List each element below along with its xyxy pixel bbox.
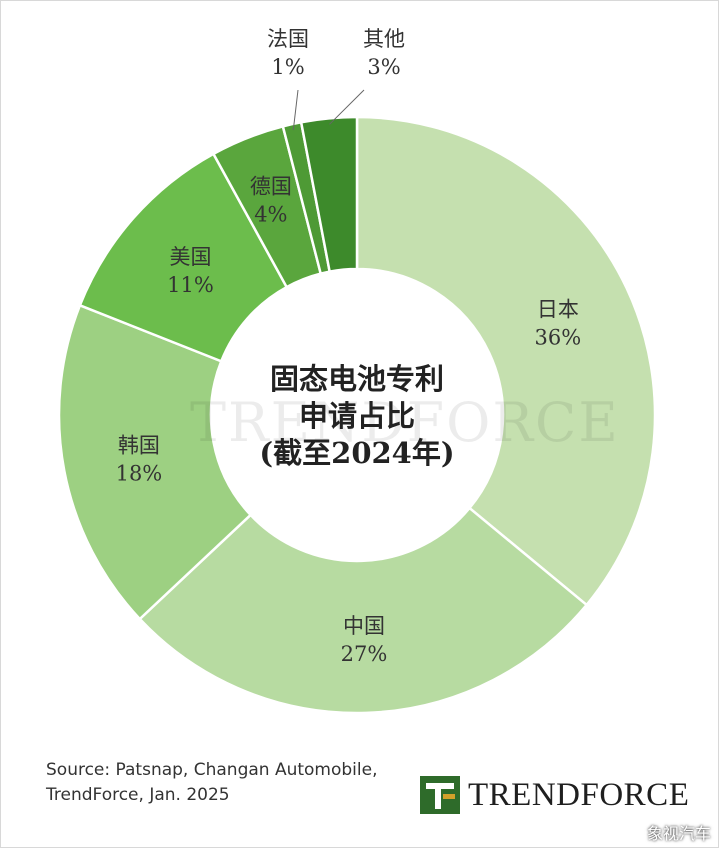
center-title-line-1: 固态电池专利 <box>270 362 444 396</box>
slice-label-value: 18% <box>116 462 163 486</box>
trendforce-logo-icon <box>420 776 460 814</box>
slice-label-name: 其他 <box>363 27 405 51</box>
slice-label-name: 中国 <box>343 614 385 638</box>
slice-中国 <box>137 506 589 715</box>
slice-label-value: 11% <box>167 273 214 297</box>
leader-line-法国 <box>292 89 299 131</box>
center-title-line-3: (截至2024年) <box>259 436 454 470</box>
slice-日本 <box>355 115 657 607</box>
slice-label-value: 27% <box>341 642 388 666</box>
slice-label-value: 36% <box>535 325 582 349</box>
donut-chart: TRENDFORCE 日本 36% 中国 27% 韩国 18% 美国 11% 德国 4% 法国 1% 其… <box>57 27 657 715</box>
slice-label-value: 3% <box>367 55 400 79</box>
slice-label-name: 美国 <box>169 245 211 269</box>
leader-line-其他 <box>329 89 365 125</box>
source-line-1: Source: Patsnap, Changan Automobile, <box>46 760 378 780</box>
leader-lines <box>292 89 365 131</box>
trendforce-logo-text: TRENDFORCE <box>468 776 690 813</box>
slice-label-name: 法国 <box>267 27 309 51</box>
watermark-text: TRENDFORCE <box>190 391 620 454</box>
center-title: 固态电池专利 申请占比 (截至2024年) <box>259 362 454 470</box>
slice-labels: 日本 36% 中国 27% 韩国 18% 美国 11% 德国 4% 法国 1% 其他 3% <box>116 27 582 666</box>
slice-label-value: 1% <box>271 55 304 79</box>
source-line-2: TrendForce, Jan. 2025 <box>46 785 230 805</box>
corner-watermark: 象视汽车 <box>646 824 711 843</box>
center-title-line-2: 申请占比 <box>299 399 415 433</box>
slice-label-name: 德国 <box>250 174 292 198</box>
slice-label-name: 日本 <box>537 297 579 321</box>
slice-label-value: 4% <box>254 202 287 226</box>
slice-其他 <box>299 115 359 274</box>
donut-slices <box>57 115 657 715</box>
slice-韩国 <box>57 303 253 621</box>
trendforce-logo: TRENDFORCE <box>420 775 689 815</box>
source-note: Source: Patsnap, Changan Automobile, Tre… <box>46 758 378 808</box>
slice-label-name: 韩国 <box>118 434 160 458</box>
